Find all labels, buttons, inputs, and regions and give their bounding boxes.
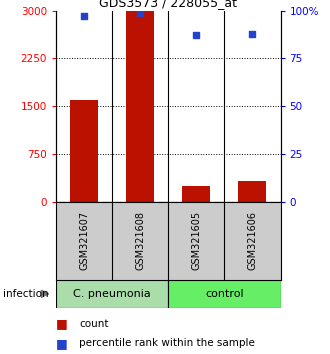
Text: GSM321606: GSM321606: [248, 211, 257, 270]
Text: GSM321607: GSM321607: [79, 211, 89, 270]
Point: [194, 33, 199, 38]
Point: [82, 13, 87, 19]
Point: [250, 31, 255, 36]
Point: [138, 10, 143, 15]
Text: count: count: [79, 319, 109, 329]
Text: GSM321608: GSM321608: [135, 211, 145, 270]
Text: ■: ■: [56, 337, 68, 350]
Text: infection: infection: [3, 289, 49, 299]
Bar: [70, 100, 98, 202]
Text: percentile rank within the sample: percentile rank within the sample: [79, 338, 255, 348]
Bar: [56, 280, 168, 308]
Text: C. pneumonia: C. pneumonia: [73, 289, 151, 299]
Bar: [126, 11, 154, 202]
Bar: [182, 186, 211, 202]
Title: GDS3573 / 228055_at: GDS3573 / 228055_at: [99, 0, 237, 10]
Bar: [239, 181, 267, 202]
Bar: [168, 280, 280, 308]
Text: GSM321605: GSM321605: [191, 211, 201, 270]
Text: ■: ■: [56, 318, 68, 330]
Text: control: control: [205, 289, 244, 299]
